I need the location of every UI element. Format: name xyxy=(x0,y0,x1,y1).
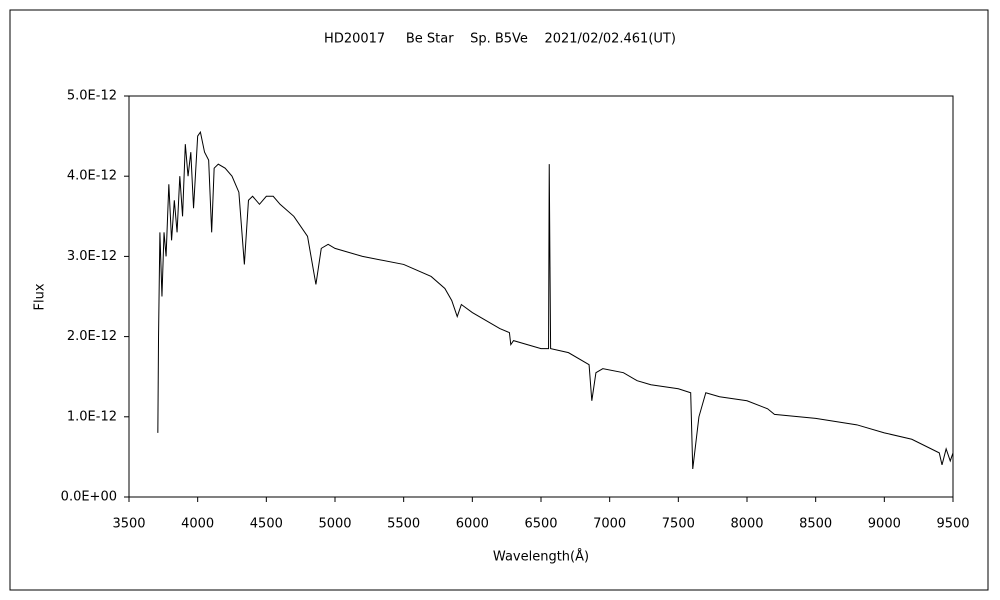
y-tick-label: 0.0E+00 xyxy=(61,490,117,505)
x-tick-label: 4500 xyxy=(250,517,283,532)
y-tick-label: 1.0E-12 xyxy=(67,409,117,424)
x-tick-label: 9000 xyxy=(868,517,901,532)
chart-title: HD20017 Be Star Sp. B5Ve 2021/02/02.461(… xyxy=(324,32,676,47)
x-tick-label: 7000 xyxy=(593,517,626,532)
x-tick-label: 7500 xyxy=(662,517,695,532)
x-tick-label: 9500 xyxy=(936,517,969,532)
y-tick-label: 3.0E-12 xyxy=(67,249,117,264)
x-tick-label: 6000 xyxy=(456,517,489,532)
x-tick-label: 5000 xyxy=(318,517,351,532)
y-axis-label: Flux xyxy=(33,283,48,310)
x-axis-label: Wavelength(Å) xyxy=(493,549,589,565)
spectrum-line xyxy=(157,130,954,469)
y-tick-label: 2.0E-12 xyxy=(67,329,117,344)
x-tick-label: 4000 xyxy=(181,517,214,532)
x-tick-label: 8500 xyxy=(799,517,832,532)
y-tick-label: 5.0E-12 xyxy=(67,89,117,104)
plot-area xyxy=(128,95,954,498)
x-tick-label: 6500 xyxy=(524,517,557,532)
x-tick-label: 3500 xyxy=(112,517,145,532)
y-tick-label: 4.0E-12 xyxy=(67,169,117,184)
x-tick-label: 5500 xyxy=(387,517,420,532)
x-tick-label: 8000 xyxy=(730,517,763,532)
